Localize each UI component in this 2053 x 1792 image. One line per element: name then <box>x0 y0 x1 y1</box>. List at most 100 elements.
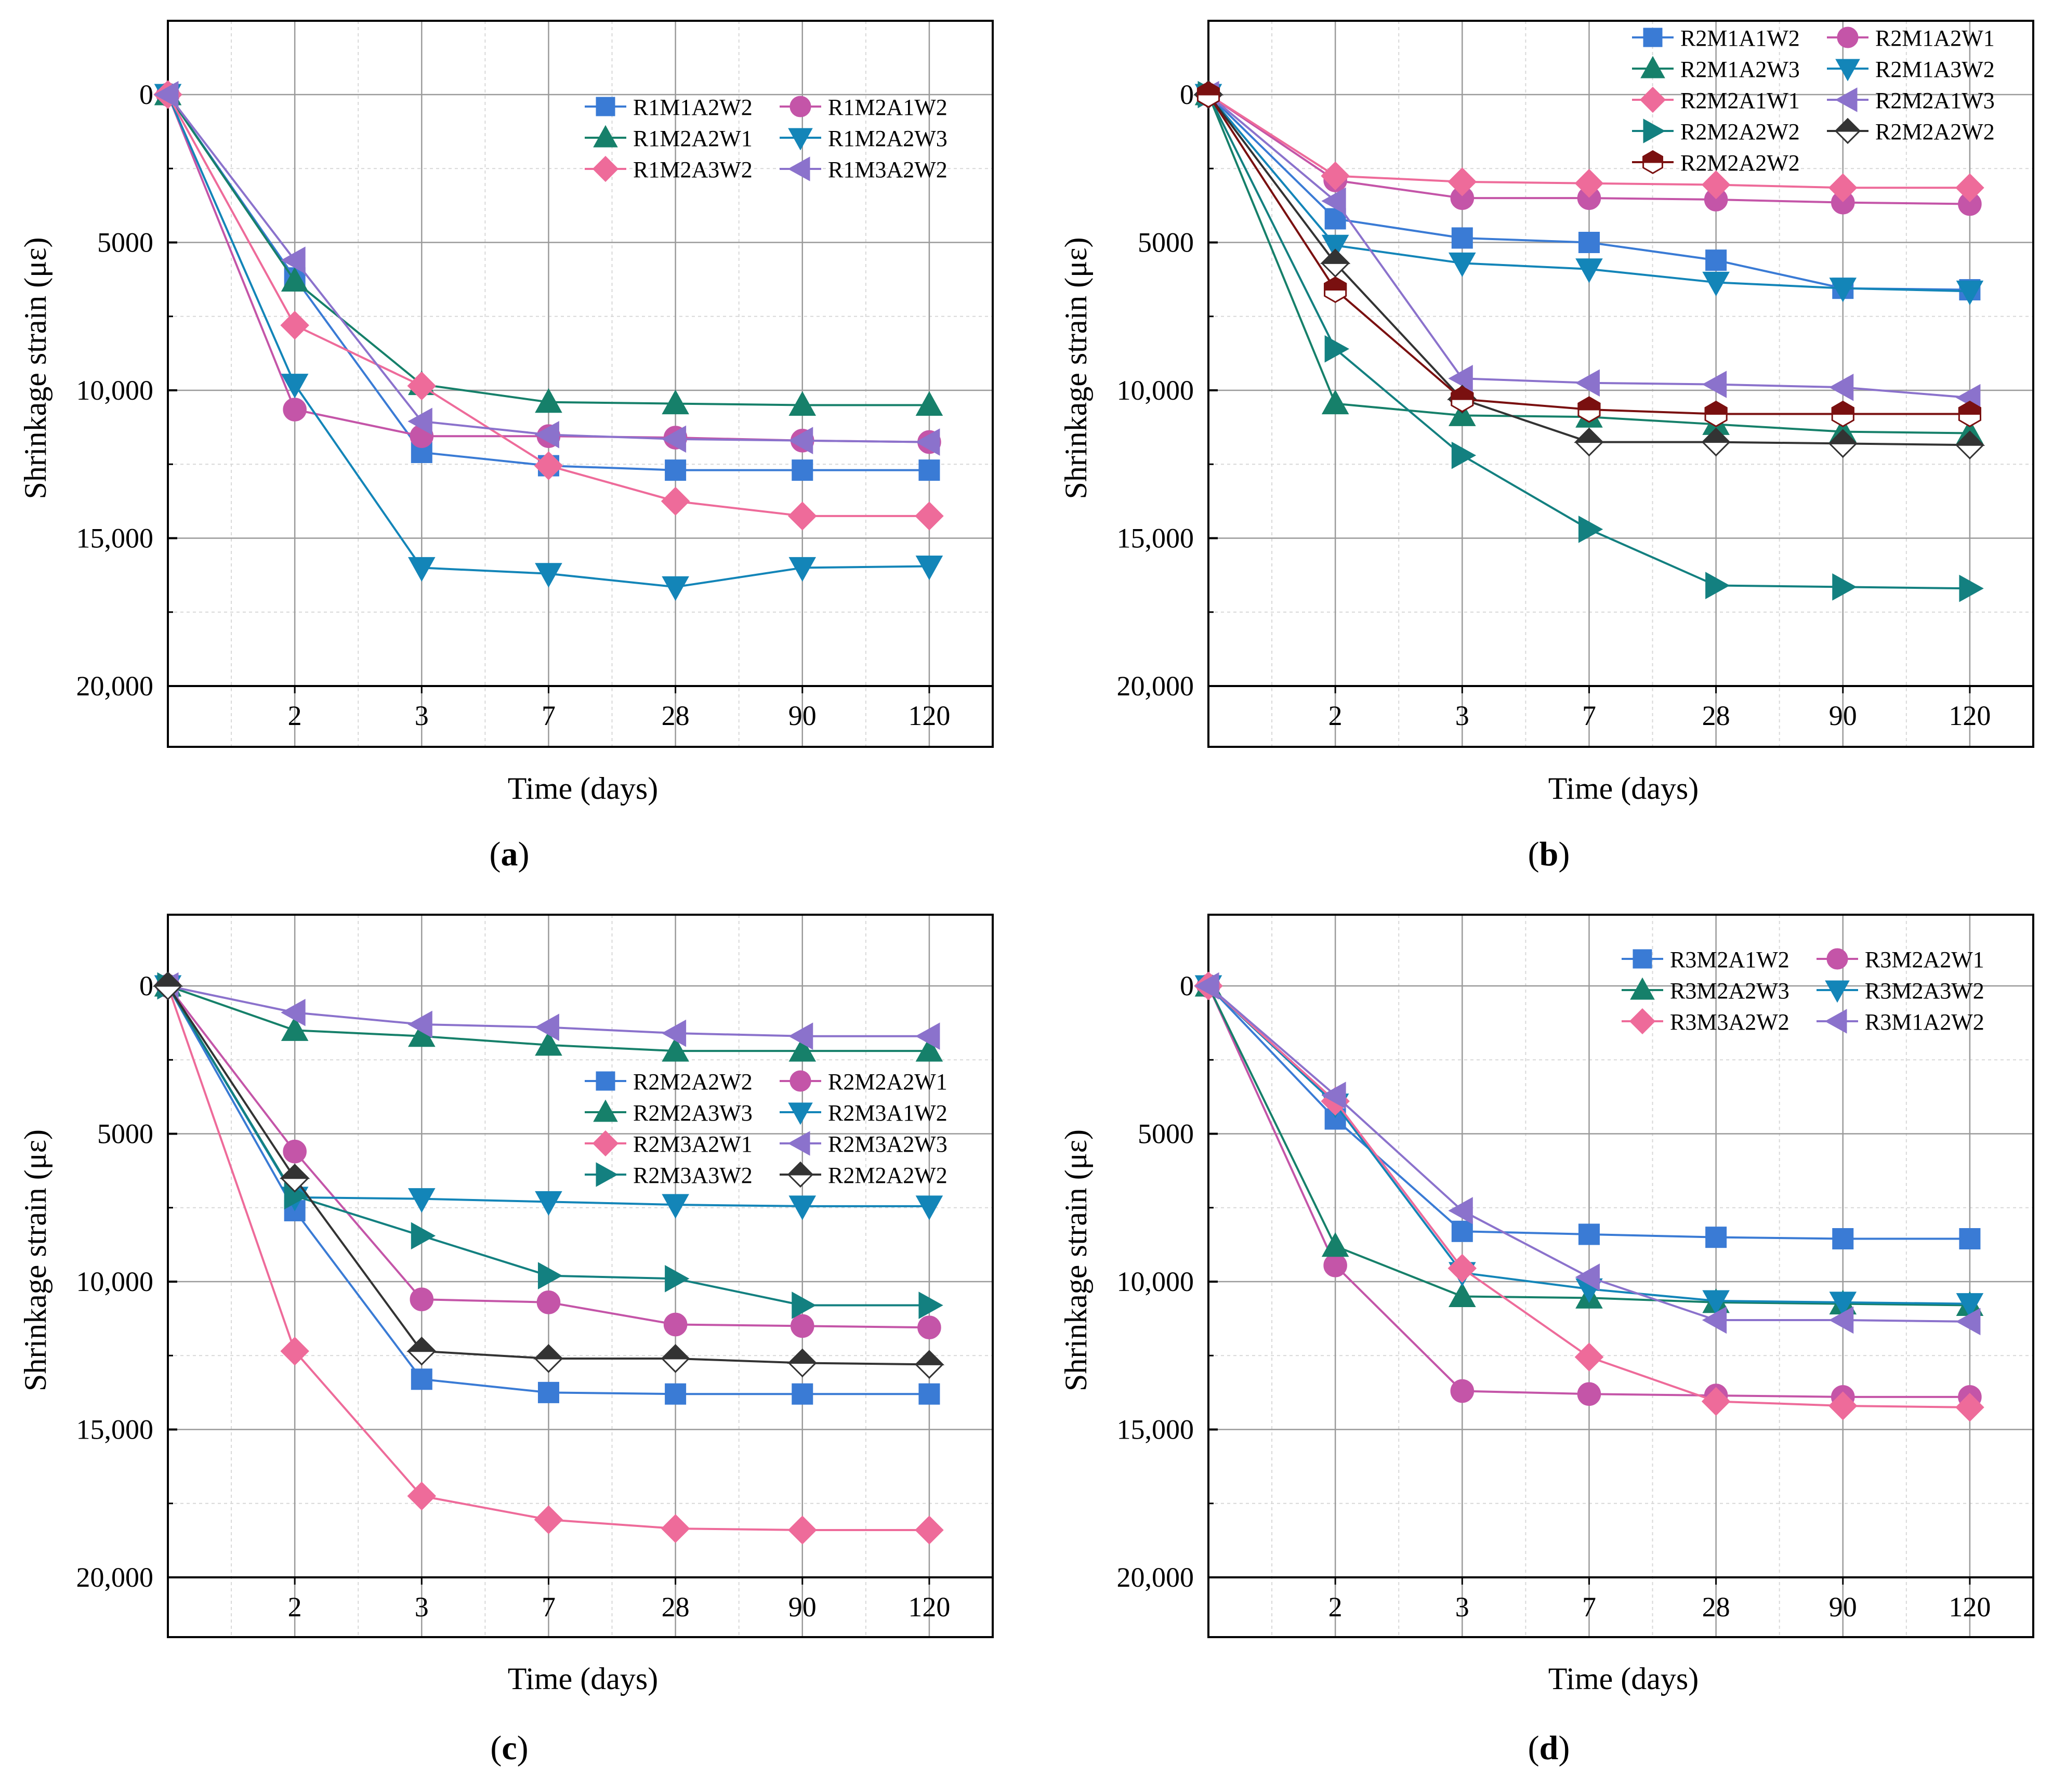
panel-a: 0 5000 10,000 15,000 20,000 2 3 7 28 90 120 Time (d… <box>18 20 994 873</box>
y-tick-label: 15,000 <box>1117 523 1194 554</box>
data-point <box>1447 167 1477 196</box>
legend-item: R2M1A2W3 <box>1632 56 1800 82</box>
legend-item: R2M3A2W1 <box>585 1130 753 1157</box>
data-point <box>533 1344 564 1373</box>
panel-caption: (a) <box>490 835 530 873</box>
data-point <box>1577 1382 1601 1406</box>
data-point <box>280 311 309 340</box>
y-tick-label: 15,000 <box>1117 1414 1194 1445</box>
data-point <box>1827 429 1859 458</box>
data-point <box>410 1287 434 1311</box>
data-point <box>1449 1282 1476 1307</box>
panel-caption: (c) <box>490 1729 528 1767</box>
x-tick-label: 2 <box>288 1591 302 1623</box>
x-tick-label: 3 <box>415 1591 429 1623</box>
legend-label: R2M2A2W2 <box>1680 119 1800 144</box>
legend-marker <box>1630 977 1655 1000</box>
data-point <box>1832 1228 1854 1249</box>
data-point <box>1451 441 1477 469</box>
legend-marker <box>787 156 810 181</box>
legend: R1M1A2W2 R1M2A1W2 R1M2A2W1 R1M2A2W3 R1M2A3W2… <box>585 95 947 182</box>
data-point <box>787 1516 817 1545</box>
legend-marker <box>786 1161 814 1188</box>
data-point <box>152 971 183 1000</box>
legend-marker <box>1824 1009 1847 1034</box>
legend-item: R2M1A2W1 <box>1827 25 1995 51</box>
data-point <box>1704 401 1728 428</box>
data-point <box>283 1139 307 1164</box>
y-tick-label: 20,000 <box>76 670 154 702</box>
data-point <box>788 391 817 416</box>
legend-label: R2M3A1W2 <box>828 1100 947 1126</box>
data-point <box>1321 1082 1346 1109</box>
series-r2m3a2w3-5 <box>154 972 940 1050</box>
data-point <box>280 1336 309 1366</box>
data-point <box>660 1344 691 1373</box>
legend-marker <box>596 1162 618 1187</box>
legend-marker <box>788 1102 813 1125</box>
series-r3m1a2w2-5 <box>1194 972 1981 1336</box>
x-tick-label: 90 <box>788 700 817 731</box>
legend-label: R3M3A2W2 <box>1670 1009 1789 1035</box>
series-r1m2a3w2-4 <box>153 80 944 531</box>
data-point <box>535 563 562 588</box>
data-point <box>1828 1391 1858 1420</box>
data-point <box>1578 516 1603 543</box>
legend-item: R1M2A1W2 <box>780 95 947 120</box>
x-tick-label: 7 <box>542 1591 556 1623</box>
series-r2m2a2w2-6 <box>1197 81 1984 602</box>
data-point <box>1955 1393 1984 1422</box>
x-tick-label: 2 <box>288 700 302 731</box>
y-tick-label: 20,000 <box>1117 1562 1194 1593</box>
gridlines <box>168 21 993 747</box>
legend-item: R3M2A2W3 <box>1622 977 1789 1004</box>
data-point <box>1959 1228 1981 1249</box>
legend-label: R3M2A2W1 <box>1865 947 1984 972</box>
series-r2m2a3w3-2 <box>154 972 943 1062</box>
legend-item: R2M3A2W3 <box>780 1131 947 1157</box>
data-point <box>661 1514 690 1543</box>
data-point <box>154 81 179 109</box>
data-point <box>1321 389 1349 415</box>
series-r1m3a2w2-5 <box>154 81 940 456</box>
legend-marker <box>592 155 619 182</box>
y-tick-label: 10,000 <box>76 375 154 406</box>
series-r1m2a2w3-3 <box>154 84 943 601</box>
data-point <box>1831 401 1854 428</box>
data-point <box>281 267 309 292</box>
data-point <box>1575 258 1603 283</box>
legend-marker <box>1642 150 1663 174</box>
data-point <box>1574 168 1604 198</box>
data-point <box>915 1037 943 1062</box>
y-tick-label: 0 <box>139 970 153 1002</box>
data-point <box>790 1314 814 1338</box>
data-point <box>535 388 562 413</box>
data-point <box>1577 396 1601 423</box>
data-point <box>1702 1306 1727 1334</box>
x-tick-label: 120 <box>1949 700 1991 731</box>
legend-item: R2M2A2W2 <box>585 1069 753 1095</box>
data-point <box>1828 173 1858 203</box>
data-point <box>662 1037 689 1062</box>
y-tick-label: 10,000 <box>76 1266 154 1297</box>
data-point <box>1448 1197 1473 1224</box>
legend-item: R2M3A3W2 <box>585 1162 753 1188</box>
data-point <box>1701 170 1731 200</box>
data-point <box>1702 271 1730 297</box>
legend-item: R2M2A2W2 <box>1827 117 1995 144</box>
data-point <box>787 1348 818 1378</box>
data-point <box>1449 401 1476 426</box>
data-point <box>534 421 559 449</box>
data-point <box>1321 187 1346 215</box>
x-tick-label: 90 <box>1829 700 1857 731</box>
legend-label: R2M1A2W3 <box>1680 57 1800 82</box>
data-point <box>661 425 687 453</box>
data-point <box>1320 248 1351 278</box>
x-tick-label: 28 <box>662 1591 690 1623</box>
x-tick-label: 90 <box>1829 1591 1857 1623</box>
data-point <box>1702 371 1727 398</box>
data-point <box>1956 1293 1984 1318</box>
data-point <box>411 1368 432 1390</box>
panel-d: 0 5000 10,000 15,000 20,000 2 3 7 28 90 120 Time (d… <box>1059 914 2034 1767</box>
series-r2m2a2w2-8 <box>1196 81 1981 428</box>
